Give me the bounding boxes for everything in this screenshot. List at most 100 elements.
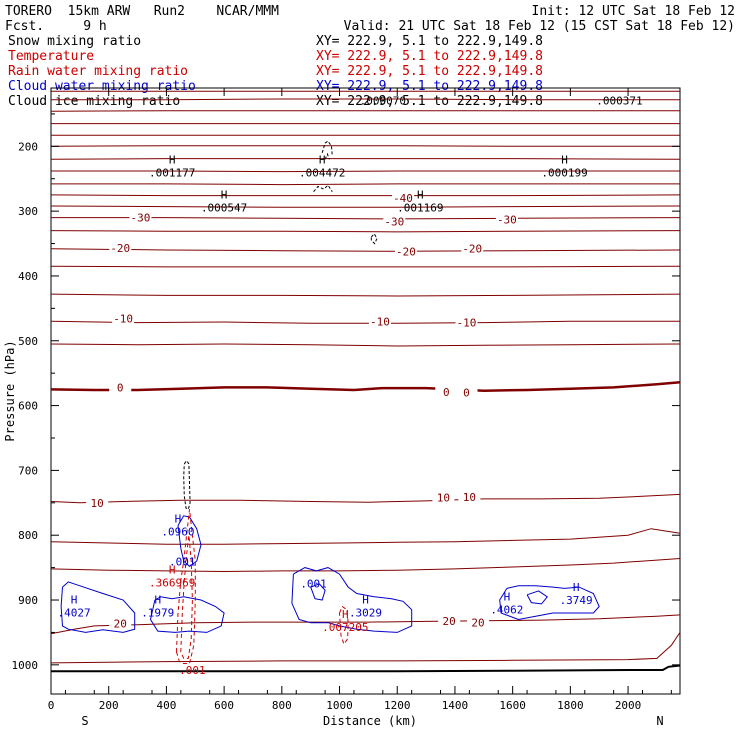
temperature-contour: [50, 293, 681, 297]
temperature-contour-label: 10: [437, 492, 450, 505]
temperature-contour-label: 0: [463, 387, 470, 400]
temperature-contour-label: -10: [370, 315, 390, 328]
y-tick-label: 600: [18, 400, 38, 413]
temperature-contour-label: -10: [457, 317, 477, 330]
field-name: Snow mixing ratio: [8, 34, 141, 49]
cloud-water-contour: [60, 581, 136, 633]
temperature-contour-label: -20: [396, 245, 416, 258]
maximum-value: .366969: [149, 576, 195, 589]
temperature-contour: [50, 614, 681, 635]
x-tick-label: 600: [214, 699, 234, 712]
field-xy: XY= 222.9, 5.1 to 222.9,149.8: [316, 49, 543, 64]
x-end-left-label: S: [81, 714, 88, 728]
x-tick-label: 0: [48, 699, 55, 712]
x-tick-label: 400: [156, 699, 176, 712]
y-tick-label: 900: [18, 594, 38, 607]
temperature-contour: [50, 158, 681, 160]
maximum-marker: H: [342, 608, 349, 621]
run-title: TORERO 15km ARW Run2 NCAR/MMM: [5, 4, 279, 19]
cloud-ice-contour: [321, 140, 333, 157]
cloud-water-contour: [291, 567, 413, 633]
temperature-contour-label: -30: [497, 214, 517, 227]
maximum-value: .001177: [149, 167, 195, 180]
maximum-marker: H: [71, 594, 78, 607]
contour-label-bg: [383, 215, 406, 227]
temperature-contour-label: 10: [463, 491, 476, 504]
contour-label-bg: [109, 381, 132, 393]
temperature-contour-label: 0: [443, 386, 450, 399]
contour-label-bg: [368, 315, 391, 327]
cloud-water-contour: [149, 596, 225, 633]
maximum-marker: H: [573, 581, 580, 594]
rain-water-contour: [176, 509, 196, 664]
cloud-water-contour: [310, 583, 326, 601]
y-tick-label: 800: [18, 529, 38, 542]
y-tick-label: 700: [18, 464, 38, 477]
temperature-contour: [50, 194, 681, 197]
cloud-ice-contour: [183, 459, 191, 511]
y-tick-label: 500: [18, 335, 38, 348]
temperature-contour-label: 20: [114, 617, 127, 630]
contour-label-bg: [455, 386, 478, 398]
x-end-right-label: N: [656, 714, 663, 728]
cloud-ice-contour: [313, 184, 333, 193]
maximum-marker: H: [362, 594, 369, 607]
field-xy: XY= 222.9, 5.1 to 222.9,149.8: [316, 64, 543, 79]
field-xy: XY= 222.9, 5.1 to 222.9,149.8: [316, 94, 543, 109]
field-name: Cloud water mixing ratio: [8, 79, 196, 94]
temperature-contour: [50, 343, 681, 347]
rain-water-contour: [180, 535, 193, 659]
contour-label-bg: [129, 211, 152, 223]
contour-label-bg: [435, 385, 458, 397]
field-xy: XY= 222.9, 5.1 to 222.9,149.8: [316, 79, 543, 94]
temperature-contour: [51, 217, 681, 220]
maximum-value: .4027: [58, 607, 91, 620]
temperature-contour: [50, 248, 681, 252]
maximum-marker: H: [417, 189, 424, 202]
x-tick-label: 1000: [326, 699, 353, 712]
temperature-contour: [50, 230, 681, 233]
maximum-value: .3029: [349, 607, 382, 620]
field-xy: XY= 222.9, 5.1 to 222.9,149.8: [316, 34, 543, 49]
maximum-value: .001169: [397, 202, 443, 215]
temperature-contour: [50, 145, 680, 147]
temperature-contour: [50, 528, 681, 545]
contour-label-bg: [455, 316, 478, 328]
plot-frame: [50, 87, 681, 695]
cloud-ice-contour: [370, 232, 378, 245]
maximum-value: .000547: [201, 202, 247, 215]
temperature-contour-label: 0: [117, 381, 124, 394]
x-tick-label: 200: [99, 699, 119, 712]
maximum-value: .0960: [161, 526, 194, 539]
contour-label-bg: [86, 496, 109, 508]
temperature-contour-label: -40: [393, 192, 413, 205]
cloud-water-contour: [526, 590, 549, 605]
cloud-water-contour: [177, 515, 202, 567]
x-axis-label: Distance (km): [323, 714, 417, 728]
maximum-value: .001: [300, 578, 327, 591]
cloud-ice-contour: [324, 152, 330, 160]
contour-label-bg: [394, 245, 417, 257]
x-tick-label: 2000: [615, 699, 642, 712]
maximum-value: .3749: [560, 594, 593, 607]
init-time: Init: 12 UTC Sat 18 Feb 12: [532, 4, 736, 19]
maximum-value: .007205: [322, 621, 368, 634]
x-tick-label: 1400: [442, 699, 469, 712]
maximum-marker: H: [221, 189, 228, 202]
maximum-marker: H: [319, 154, 326, 167]
maximum-marker: H: [504, 591, 511, 604]
contour-label-bg: [109, 617, 132, 629]
temperature-contour: [50, 110, 680, 112]
maximum-value: .1979: [141, 607, 174, 620]
temperature-contour-label: 20: [443, 615, 456, 628]
field-name: Temperature: [8, 49, 94, 64]
y-tick-label: 300: [18, 205, 38, 218]
forecast-hour: Fcst. 9 h: [5, 19, 107, 34]
maximum-value: .000199: [541, 167, 587, 180]
temperature-contour-label: -30: [131, 212, 151, 225]
y-axis-label: Pressure (hPa): [3, 340, 17, 441]
maximum-marker: H: [169, 563, 176, 576]
maximum-value: .001: [179, 664, 206, 677]
